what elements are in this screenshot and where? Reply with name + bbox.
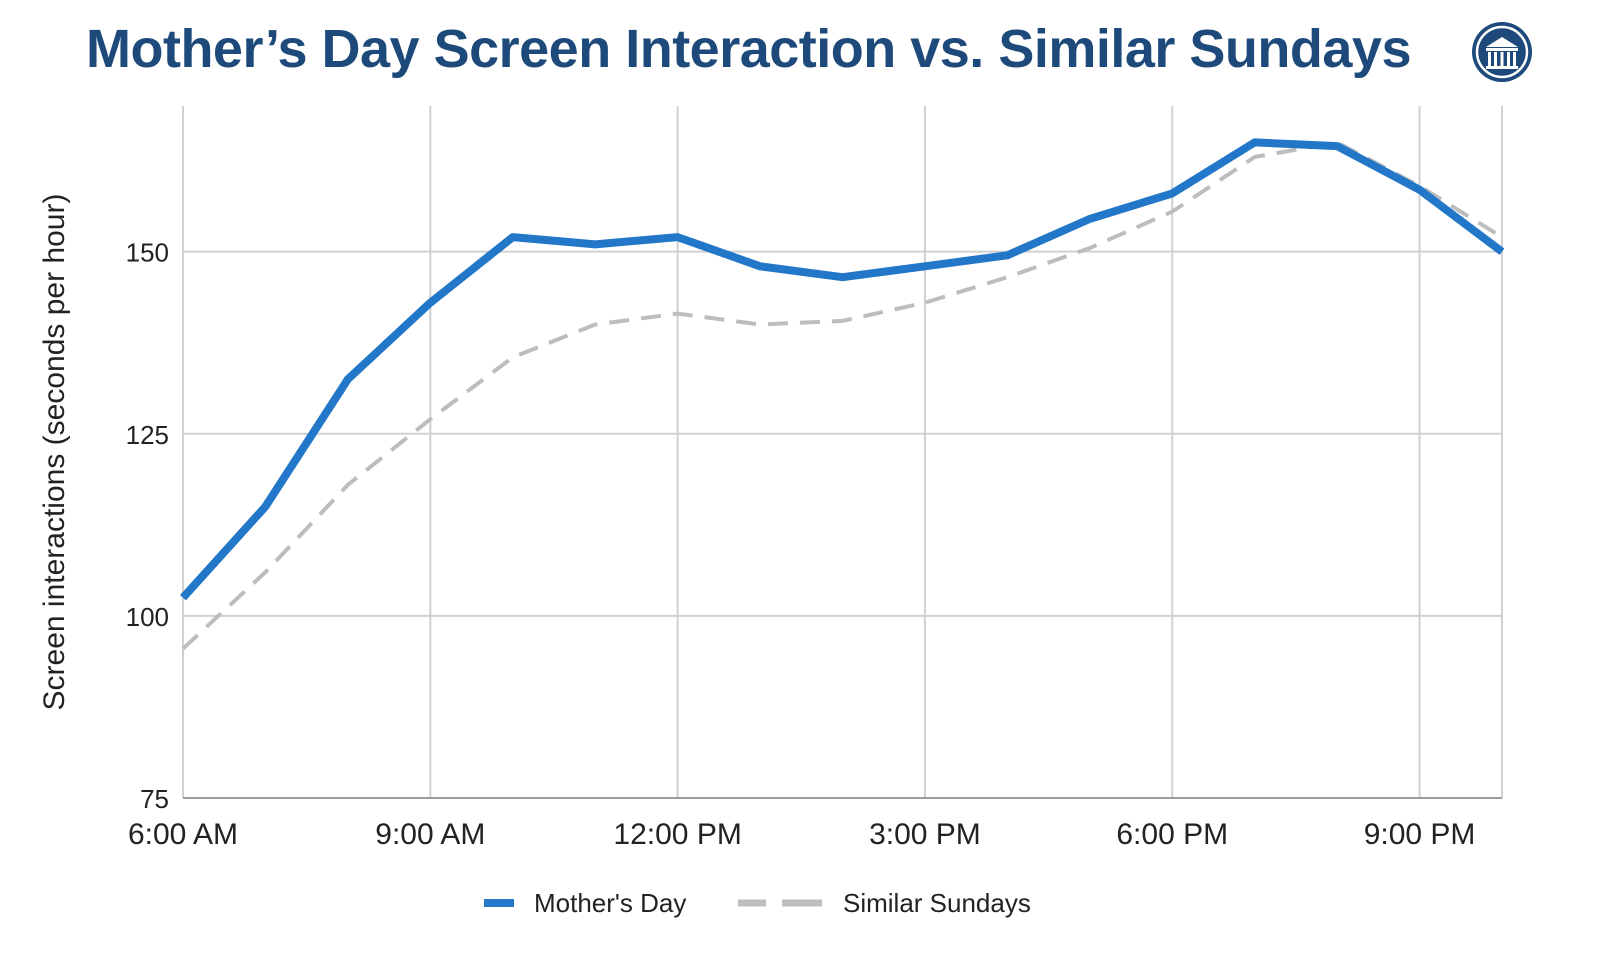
y-tick-label: 150 xyxy=(126,238,169,268)
similar-sundays-line xyxy=(181,140,1504,651)
legend-label: Mother's Day xyxy=(534,888,686,918)
x-tick-label: 9:00 PM xyxy=(1364,818,1476,851)
y-tick-label: 125 xyxy=(126,420,169,450)
mothers-day-line xyxy=(180,138,1505,601)
x-tick-label: 6:00 AM xyxy=(128,818,238,851)
y-tick-label: 75 xyxy=(140,784,169,814)
x-tick-label: 3:00 PM xyxy=(869,818,981,851)
x-tick-label: 6:00 PM xyxy=(1116,818,1228,851)
university-column-seal-icon xyxy=(1472,22,1532,82)
legend-label: Similar Sundays xyxy=(843,888,1031,918)
x-tick-label: 9:00 AM xyxy=(375,818,485,851)
y-tick-label: 100 xyxy=(126,602,169,632)
x-tick-label: 12:00 PM xyxy=(613,818,741,851)
page-title: Mother’s Day Screen Interaction vs. Simi… xyxy=(86,19,1411,79)
y-axis-label: Screen interactions (seconds per hour) xyxy=(38,194,71,711)
